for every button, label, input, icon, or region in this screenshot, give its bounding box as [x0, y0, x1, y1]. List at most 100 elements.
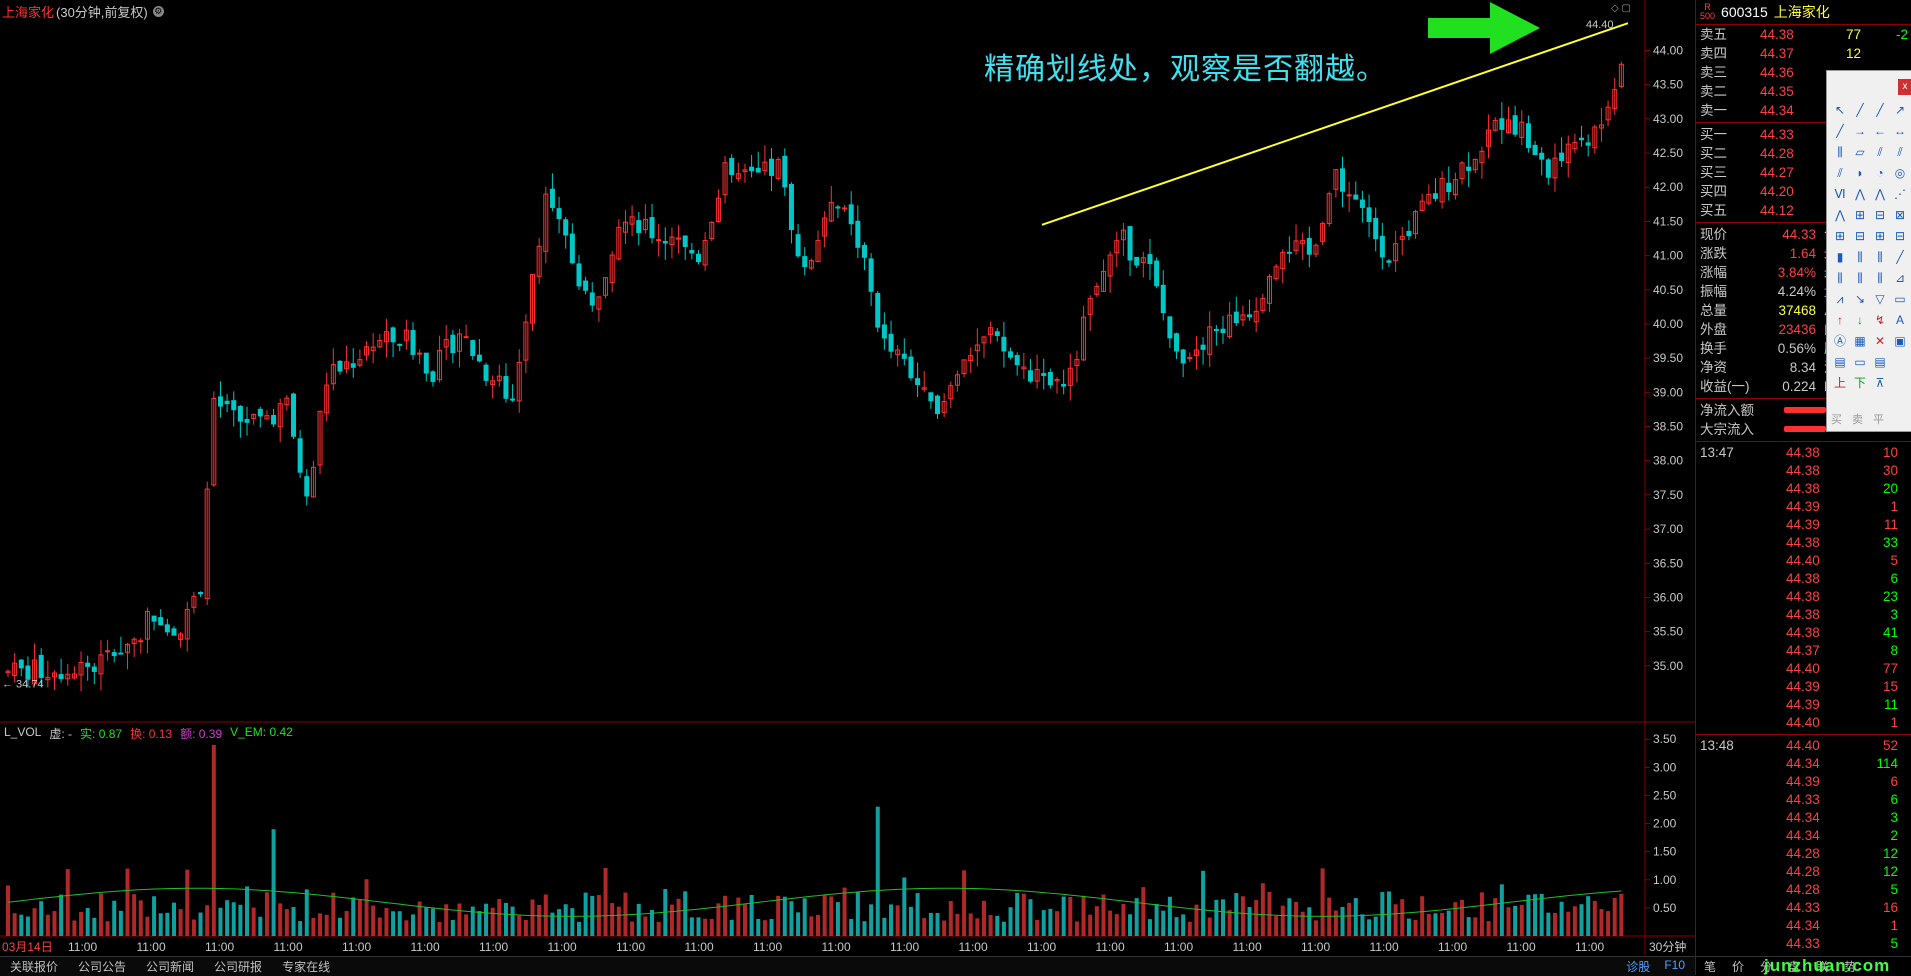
segment-icon[interactable]: ╱ — [1836, 124, 1844, 138]
ask-row[interactable]: 卖三 44.36 — [1696, 63, 1911, 82]
settings-icon[interactable]: ⚙ — [152, 6, 164, 17]
ask-row[interactable]: 卖四 44.37 12 — [1696, 44, 1911, 63]
kline-chart-area[interactable]: 44.00 43.50 43.00 42.50 42.00 41.50 41.00 40.50… — [0, 0, 1695, 955]
grid6-icon[interactable]: ⊞ — [1874, 229, 1886, 243]
bars5-icon[interactable]: ⫼ — [1877, 271, 1883, 285]
volume-legend-shou: 换: 0.13 — [130, 727, 173, 741]
up-arrow-icon[interactable]: ↑ — [1837, 313, 1843, 327]
pointer-icon[interactable]: ↖ — [1834, 103, 1846, 117]
diagnose-link[interactable]: 诊股 — [1626, 960, 1651, 974]
palette-buy[interactable]: 买 — [1831, 414, 1842, 426]
blank-icon[interactable] — [1891, 353, 1909, 371]
side-tab-minutes[interactable]: 分 — [1760, 959, 1773, 974]
tab-company-news[interactable]: 公司新闻 — [146, 960, 195, 974]
bid-row[interactable]: 买二 44.28 — [1696, 144, 1911, 163]
volume-bar — [1466, 917, 1471, 936]
side-tab-prices[interactable]: 价 — [1732, 959, 1745, 974]
bars3-icon[interactable]: ⫼ — [1837, 271, 1843, 285]
table-icon[interactable]: ▦ — [1854, 334, 1866, 348]
trend-icon[interactable]: ⋰ — [1894, 187, 1906, 201]
horizontal-ray-icon[interactable]: → — [1854, 124, 1866, 138]
wave-icon[interactable]: Ⅵ — [1834, 187, 1846, 201]
ask-row[interactable]: 卖一 44.34 — [1696, 101, 1911, 120]
candle-body — [1300, 240, 1306, 245]
palette-flat[interactable]: 平 — [1873, 414, 1884, 426]
arrow-line-icon[interactable]: ↗ — [1894, 103, 1906, 117]
side-tab-linked[interactable]: 联 — [1816, 959, 1829, 974]
bid-row[interactable]: 买四 44.20 — [1696, 182, 1911, 201]
bid-row[interactable]: 买一 44.33 — [1696, 125, 1911, 144]
peak2-icon[interactable]: ⋀ — [1875, 187, 1885, 201]
tick-list[interactable]: 13:47 44.38 10 44.38 30 44.38 20 44.39 1 44.39 11 4… — [1696, 444, 1911, 953]
vertical-line-icon[interactable]: ⫼ — [1837, 145, 1843, 159]
side-tab-trend[interactable]: 势 — [1844, 959, 1857, 974]
list-icon[interactable]: ▤ — [1834, 355, 1846, 369]
ask-row[interactable]: 卖二 44.35 — [1696, 82, 1911, 101]
box-icon[interactable]: ▣ — [1894, 334, 1906, 348]
parallel-icon[interactable]: ⫽ — [1877, 145, 1883, 159]
bars-icon[interactable]: ⫼ — [1857, 250, 1863, 264]
circle-icon[interactable]: ◎ — [1894, 166, 1906, 180]
line-icon[interactable]: ╱ — [1856, 103, 1864, 117]
delete-icon[interactable]: ✕ — [1874, 334, 1886, 348]
flat-mark-icon[interactable]: ⊼ — [1875, 376, 1885, 390]
tab-company-research[interactable]: 公司研报 — [214, 960, 263, 974]
ask-row[interactable]: 卖五 44.38 77 -2 — [1696, 25, 1911, 44]
kline-chart[interactable]: 44.00 43.50 43.00 42.50 42.00 41.50 41.00 40.50… — [0, 0, 1695, 955]
close-icon[interactable]: x — [1898, 79, 1911, 95]
bar-icon[interactable]: ▮ — [1836, 250, 1844, 264]
down-mark-icon[interactable]: 下 — [1853, 376, 1866, 390]
window-toggle-icon[interactable]: ▢ — [1621, 3, 1631, 14]
grid4-icon[interactable]: ⊞ — [1834, 229, 1846, 243]
grid-icon[interactable]: ⊞ — [1854, 208, 1866, 222]
bid-row[interactable]: 买五 44.12 — [1696, 201, 1911, 220]
cycle-icon[interactable]: ◔ — [1876, 166, 1884, 180]
grid2-icon[interactable]: ⊟ — [1874, 208, 1886, 222]
blank2-icon[interactable] — [1891, 374, 1909, 392]
bars2-icon[interactable]: ⫼ — [1877, 250, 1883, 264]
peak3-icon[interactable]: ⋀ — [1835, 208, 1845, 222]
down-triangle-icon[interactable]: ▽ — [1875, 292, 1885, 306]
bars4-icon[interactable]: ⫼ — [1857, 271, 1863, 285]
volume-bar — [457, 903, 462, 936]
parallel2-icon[interactable]: ⫽ — [1897, 145, 1903, 159]
volume-bar — [1280, 905, 1285, 936]
ray-icon[interactable]: ╱ — [1876, 103, 1884, 117]
lightning-icon[interactable]: ↯ — [1874, 313, 1886, 327]
frame-icon[interactable]: ▭ — [1854, 355, 1866, 369]
fan-icon[interactable]: ╱ — [1896, 250, 1904, 264]
text-icon[interactable]: A — [1895, 313, 1904, 327]
palette-sell[interactable]: 卖 — [1852, 414, 1863, 426]
tab-company-announcements[interactable]: 公司公告 — [78, 960, 127, 974]
grid5-icon[interactable]: ⊟ — [1854, 229, 1866, 243]
circle-text-icon[interactable]: Ⓐ — [1833, 334, 1846, 348]
arc-icon[interactable]: ◗ — [1856, 166, 1864, 180]
left-ray-icon[interactable]: ← — [1874, 124, 1886, 138]
volume-bar — [1400, 899, 1405, 936]
f10-link[interactable]: F10 — [1664, 958, 1685, 972]
side-tab-trades[interactable]: 笔 — [1704, 959, 1717, 974]
grid7-icon[interactable]: ⊟ — [1894, 229, 1906, 243]
side-tab-board[interactable]: 盘 — [1788, 959, 1801, 974]
volume-bar — [935, 912, 940, 936]
down-arrow-green-icon[interactable]: ↓ — [1857, 313, 1863, 327]
grid3-icon[interactable]: ⊠ — [1894, 208, 1906, 222]
peak-icon[interactable]: ⋀ — [1855, 187, 1865, 201]
angle-icon[interactable]: ⩘ — [1836, 292, 1844, 306]
down-arrow-icon[interactable]: ↘ — [1854, 292, 1866, 306]
parallel3-icon[interactable]: ⫽ — [1837, 166, 1843, 180]
volume-bar — [1074, 921, 1079, 936]
triangle-icon[interactable]: ⊿ — [1894, 271, 1906, 285]
time-axis-label: 11:00 — [411, 940, 440, 954]
bid-row[interactable]: 买三 44.27 — [1696, 163, 1911, 182]
diamond-icon[interactable]: ◇ — [1611, 3, 1619, 14]
up-mark-icon[interactable]: 上 — [1833, 376, 1846, 390]
channel-icon[interactable]: ▱ — [1855, 145, 1865, 159]
candle-body — [310, 466, 316, 498]
both-ray-icon[interactable]: ↔ — [1894, 124, 1906, 138]
tab-expert-online[interactable]: 专家在线 — [282, 960, 331, 974]
note-icon[interactable]: ▤ — [1874, 355, 1886, 369]
rect-icon[interactable]: ▭ — [1894, 292, 1906, 306]
tick-volume: 6 — [1890, 571, 1898, 586]
tab-related-quotes[interactable]: 关联报价 — [10, 960, 59, 974]
